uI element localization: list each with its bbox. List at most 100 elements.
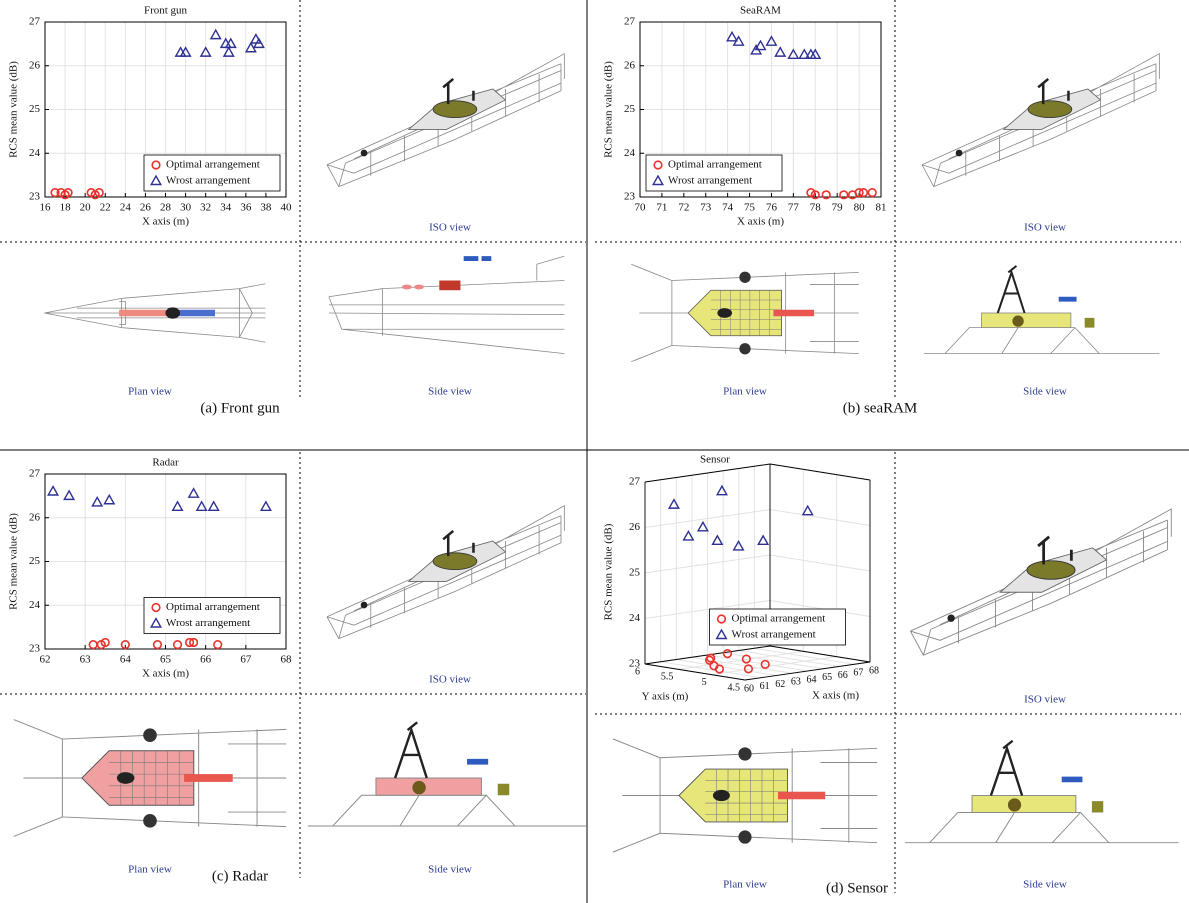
z-tick-label: 25: [629, 567, 641, 579]
y-tick-label: 24: [29, 147, 41, 159]
view-label: ISO view: [1024, 694, 1066, 706]
legend-label: Optimal arrangement: [732, 613, 826, 625]
legend-label: Wrost arrangement: [166, 617, 250, 629]
view-label: Plan view: [723, 386, 767, 398]
circle-marker: [89, 641, 97, 649]
triangle-marker: [756, 41, 766, 50]
caption: (a) Front gun: [200, 400, 280, 416]
triangle-marker: [713, 536, 723, 545]
triangle-marker: [211, 30, 221, 39]
view-label: Side view: [1023, 879, 1067, 891]
y-tick-label: 27: [624, 16, 636, 28]
z-tick-label: 23: [629, 658, 641, 670]
view-label: Side view: [428, 864, 472, 876]
y-axis-label: Y axis (m): [642, 691, 689, 703]
x-tick-label: 74: [722, 202, 734, 214]
x-tick-label: 68: [869, 665, 879, 676]
view-label: ISO view: [429, 222, 471, 234]
iso-view: [327, 54, 564, 187]
triangle-marker: [92, 497, 102, 506]
y-axis-label: RCS mean value (dB): [8, 513, 20, 610]
x-tick-label: 34: [220, 202, 232, 214]
triangle-marker: [189, 489, 199, 498]
x-tick-label: 22: [100, 202, 111, 214]
x-tick-label: 72: [678, 202, 689, 214]
x-tick-label: 18: [60, 202, 72, 214]
x-tick-label: 63: [791, 677, 801, 688]
triangle-marker: [803, 506, 813, 515]
triangle-marker: [261, 502, 271, 511]
x-tick-label: 16: [40, 202, 52, 214]
triangle-marker: [209, 502, 219, 511]
y-tick-label: 27: [29, 16, 41, 28]
x-tick-label: 64: [807, 674, 817, 685]
view-label: Plan view: [723, 879, 767, 891]
side-view: [924, 266, 1160, 354]
iso-view: [922, 54, 1159, 187]
x-tick-label: 65: [822, 672, 832, 683]
x-tick-label: 67: [853, 668, 863, 679]
legend-label: Wrost arrangement: [732, 629, 816, 641]
triangle-marker: [775, 48, 785, 57]
view-label: ISO view: [429, 674, 471, 686]
x-tick-label: 77: [788, 202, 800, 214]
y-tick-label: 24: [29, 599, 41, 611]
y-tick-label: 26: [29, 511, 41, 523]
y-tick-label: 27: [29, 468, 41, 480]
x-tick-label: 32: [200, 202, 211, 214]
caption: (b) seaRAM: [843, 400, 918, 416]
view-label: Side view: [428, 386, 472, 398]
y-tick-label: 5: [702, 677, 707, 688]
triangle-marker: [64, 491, 74, 500]
x-axis-label: X axis (m): [142, 216, 189, 228]
circle-marker: [174, 641, 182, 649]
x-axis-label: X axis (m): [737, 216, 784, 228]
y-tick-label: 5.5: [661, 672, 674, 683]
view-label: Side view: [1023, 386, 1067, 398]
x-axis-label: X axis (m): [142, 668, 189, 680]
view-label: Plan view: [128, 864, 172, 876]
panel: ISO view Plan view Side view (b) seaRAM SeaR…: [595, 0, 1181, 416]
x-tick-label: 24: [120, 202, 132, 214]
y-axis-label: RCS mean value (dB): [8, 61, 20, 158]
x-tick-label: 65: [160, 654, 172, 666]
grid-line: [712, 657, 837, 675]
side-view: [329, 256, 565, 354]
axis-edge: [770, 464, 870, 480]
x-tick-label: 64: [120, 654, 132, 666]
x-tick-label: 38: [260, 202, 272, 214]
plan-view: [631, 264, 859, 362]
view-label: Plan view: [128, 386, 172, 398]
x-tick-label: 66: [200, 654, 212, 666]
view-label: ISO view: [1024, 222, 1066, 234]
triangle-marker: [800, 50, 810, 59]
x-tick-label: 71: [656, 202, 667, 214]
chart-title: SeaRAM: [740, 5, 781, 17]
x-tick-label: 60: [744, 683, 754, 694]
y-tick-label: 25: [624, 103, 636, 115]
x-tick-label: 62: [775, 679, 785, 690]
y-tick-label: 26: [29, 59, 41, 71]
x-axis-label: X axis (m): [812, 690, 859, 702]
legend-label: Optimal arrangement: [166, 159, 260, 171]
x-tick-label: 76: [766, 202, 778, 214]
plan-view: [613, 739, 877, 852]
circle-marker: [214, 641, 222, 649]
x-tick-label: 81: [876, 202, 887, 214]
x-tick-label: 67: [240, 654, 252, 666]
x-tick-label: 66: [838, 670, 848, 681]
chart-title: Radar: [152, 457, 179, 469]
x-tick-label: 62: [40, 654, 51, 666]
circle-marker: [868, 189, 876, 197]
triangle-marker: [104, 495, 114, 504]
triangle-marker: [727, 32, 737, 41]
x-tick-label: 30: [180, 202, 192, 214]
grid-line: [678, 651, 803, 669]
z-tick-label: 26: [629, 521, 641, 533]
triangle-marker: [717, 486, 727, 495]
y-axis-label: RCS mean value (dB): [603, 61, 615, 158]
legend-label: Optimal arrangement: [668, 159, 762, 171]
triangle-marker: [669, 500, 679, 509]
x-tick-label: 80: [854, 202, 866, 214]
legend-label: Wrost arrangement: [166, 175, 250, 187]
